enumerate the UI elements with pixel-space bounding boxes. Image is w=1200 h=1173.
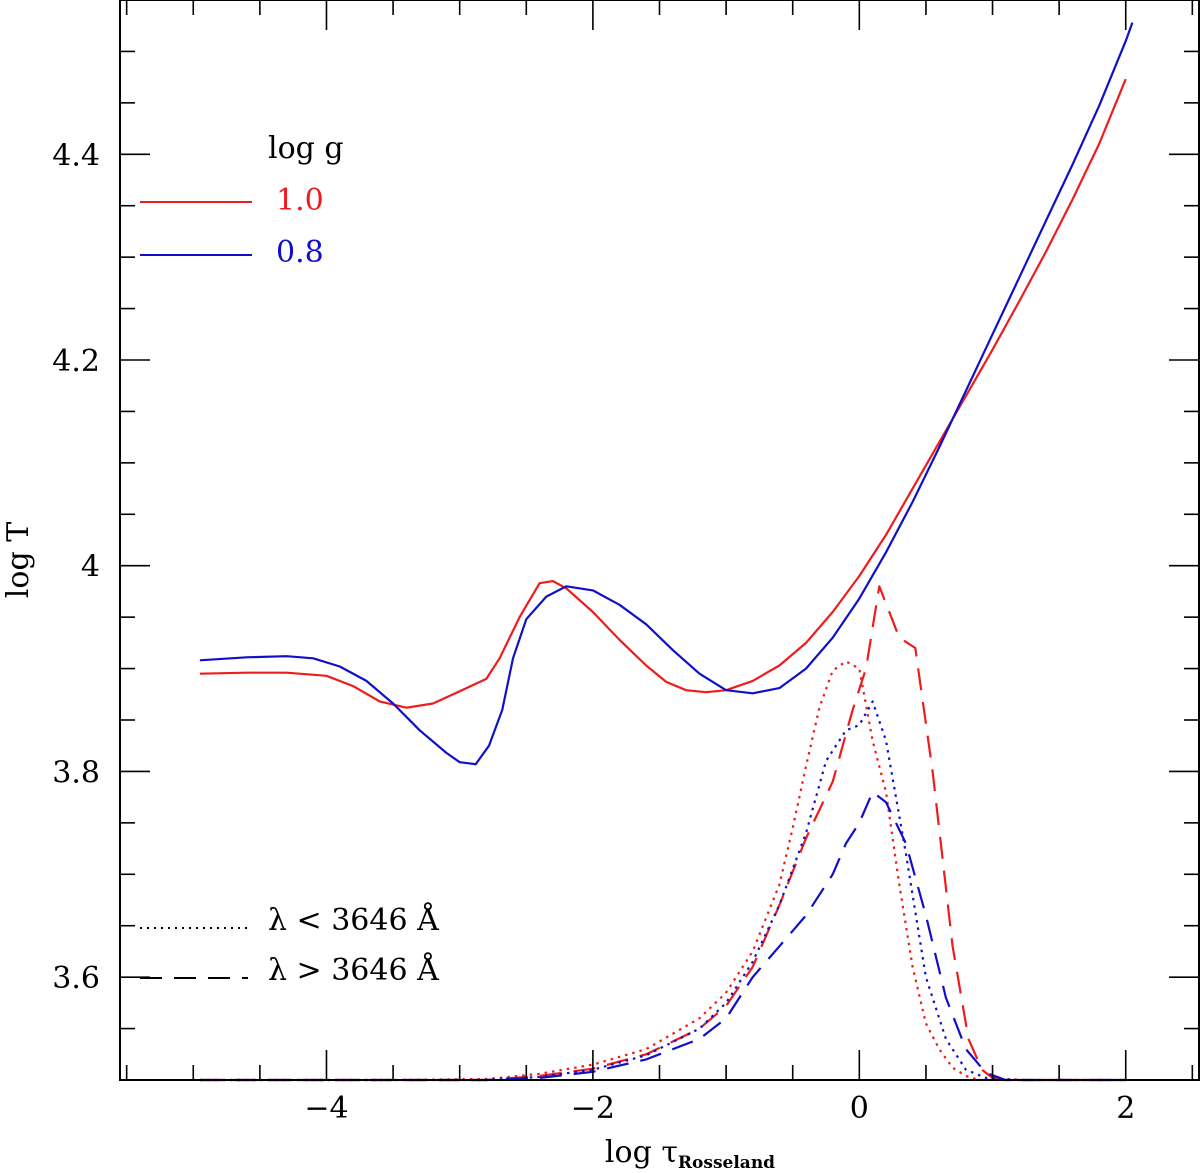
- y-tick-label: 3.8: [52, 755, 100, 790]
- x-axis-label: log τRosseland: [605, 1135, 775, 1173]
- y-axis-label: log T: [1, 522, 36, 598]
- axis-ticks: [120, 0, 1199, 1081]
- legend: log g 1.0 0.8: [140, 131, 344, 270]
- style-legend-dotted-label: λ < 3646 Å: [268, 902, 439, 938]
- series-line-2: [199, 660, 1126, 1082]
- x-axis-label-main: log τ: [605, 1135, 678, 1170]
- legend-title: log g: [268, 131, 344, 166]
- x-tick-label: −4: [304, 1091, 348, 1126]
- legend-label-1.0: 1.0: [276, 183, 324, 218]
- x-axis-label-subscript: Rosseland: [678, 1153, 775, 1173]
- axis-tick-labels: −4 −2 0 2 3.6 3.8 4 4.2 4.4: [52, 138, 1135, 1126]
- x-tick-label: −2: [571, 1091, 615, 1126]
- y-tick-label: 4.4: [52, 138, 100, 173]
- y-tick-label: 3.6: [52, 961, 100, 996]
- y-tick-label: 4: [81, 550, 100, 585]
- style-legend: λ < 3646 Å λ > 3646 Å: [140, 902, 439, 988]
- series-line-4: [199, 700, 1126, 1082]
- x-tick-label: 0: [850, 1091, 869, 1126]
- series-line-5: [199, 790, 1126, 1082]
- y-tick-label: 4.2: [52, 344, 100, 379]
- style-legend-dashed-label: λ > 3646 Å: [268, 952, 439, 988]
- plot-area: [199, 22, 1134, 1082]
- series-line-1: [199, 22, 1134, 766]
- series-line-0: [199, 78, 1127, 709]
- series-line-3: [199, 585, 1126, 1082]
- legend-label-0.8: 0.8: [276, 235, 324, 270]
- x-tick-label: 2: [1116, 1091, 1135, 1126]
